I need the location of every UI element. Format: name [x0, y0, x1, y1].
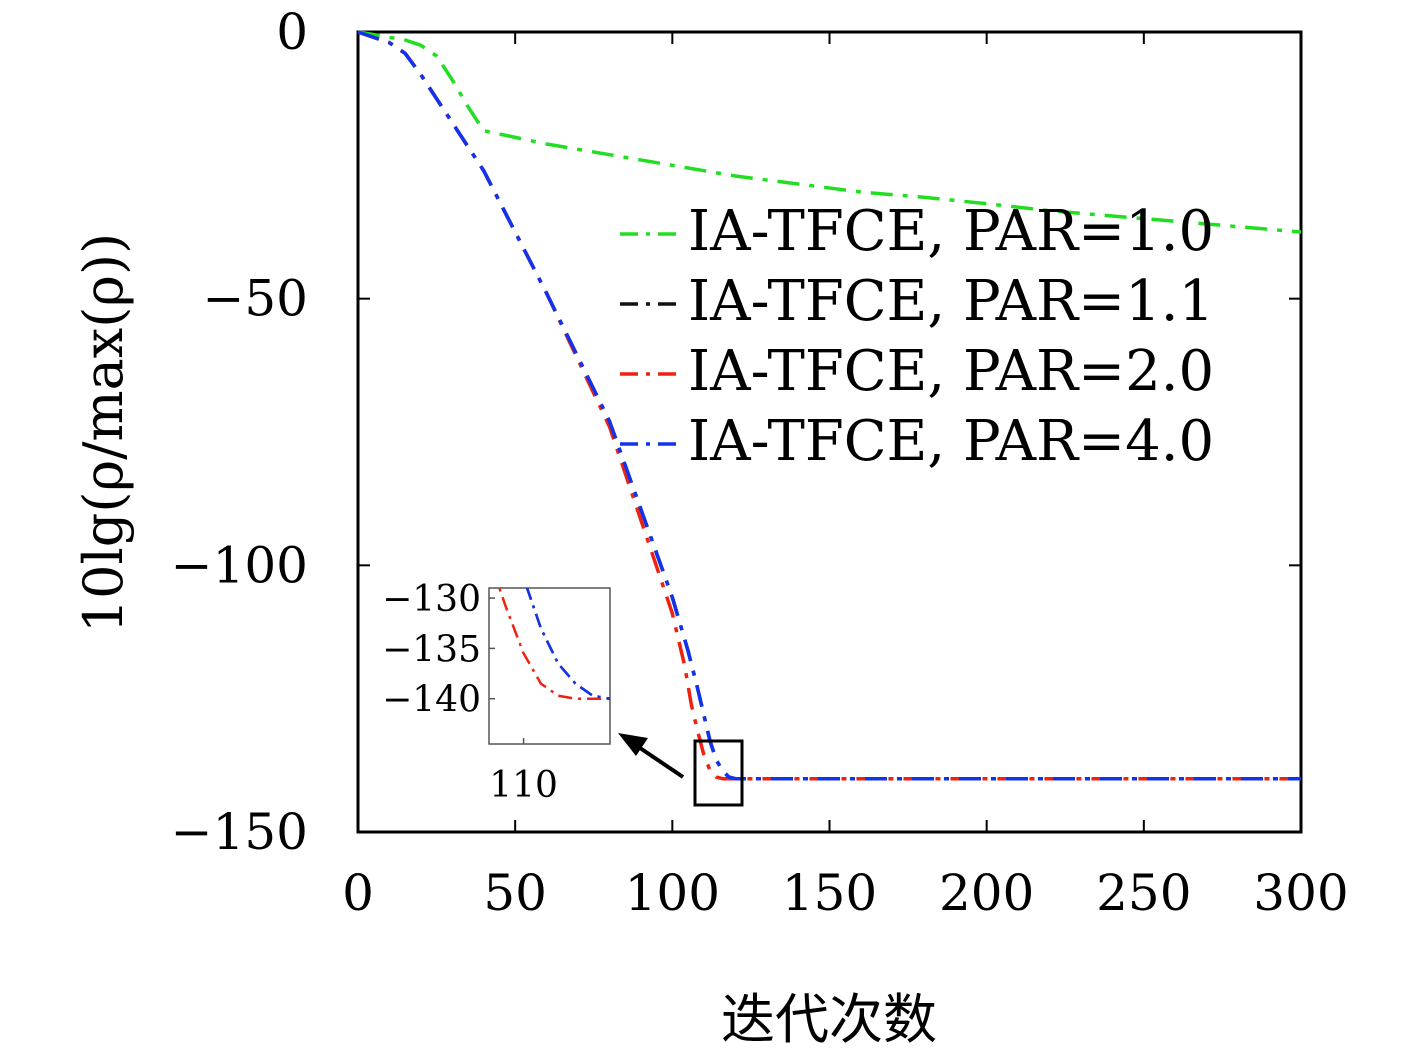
x-tick-label: 50 — [483, 864, 547, 922]
x-axis-title: 迭代次数 — [721, 988, 937, 1050]
x-tick-label: 300 — [1253, 864, 1348, 922]
x-tick-label: 100 — [625, 864, 720, 922]
legend: IA-TFCE, PAR=1.0IA-TFCE, PAR=1.1IA-TFCE,… — [620, 199, 1214, 474]
legend-label-3: IA-TFCE, PAR=2.0 — [688, 339, 1214, 404]
zoom-arrow-head — [618, 733, 648, 756]
x-tick-label: 200 — [939, 864, 1034, 922]
legend-label-4: IA-TFCE, PAR=4.0 — [688, 409, 1214, 474]
zoom-annotation — [618, 733, 744, 807]
x-tick-label: 150 — [782, 864, 877, 922]
inset-axes: −130 −135 −140 110 — [382, 579, 611, 806]
y-tick-label: −50 — [202, 270, 308, 328]
inset-y-tick-label: −130 — [382, 579, 481, 620]
inset-y-tick-label: −140 — [382, 680, 481, 721]
zoom-box — [693, 739, 744, 807]
series-line-4 — [357, 30, 1301, 781]
y-axis-title: 10lg(ρ/max(ρ)) — [72, 233, 135, 633]
x-tick-label: 0 — [342, 864, 374, 922]
series-line-1 — [357, 30, 1302, 234]
zoom-arrow-shaft — [638, 746, 685, 779]
x-tick-label: 250 — [1096, 864, 1191, 922]
y-tick-label: −150 — [171, 803, 308, 861]
main-series-group — [357, 30, 1302, 781]
inset-frame — [488, 587, 611, 745]
inset-x-tick-label: 110 — [489, 765, 558, 806]
y-tick-label: −100 — [171, 536, 308, 594]
main-axes: 0 50 100 150 200 250 300 0 −50 −100 −150 — [171, 3, 1349, 922]
legend-label-2: IA-TFCE, PAR=1.1 — [688, 269, 1214, 334]
inset-y-tick-label: −135 — [382, 629, 481, 670]
legend-label-1: IA-TFCE, PAR=1.0 — [688, 199, 1214, 264]
y-tick-label: 0 — [276, 3, 308, 61]
